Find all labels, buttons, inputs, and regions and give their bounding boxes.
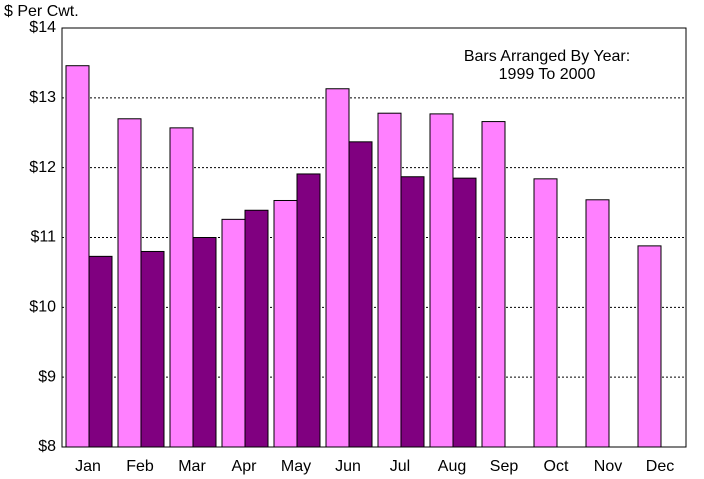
bar (140, 250, 165, 448)
x-tick-label: Aug (438, 458, 466, 475)
bar (273, 199, 298, 448)
x-tick-label: Nov (594, 458, 622, 475)
bar (296, 173, 321, 448)
bar (65, 65, 90, 448)
bar (481, 121, 506, 448)
bar (452, 177, 477, 448)
x-tick-label: May (281, 458, 311, 475)
y-tick-label: $9 (38, 368, 56, 385)
y-axis-label: $ Per Cwt. (4, 3, 79, 20)
bar (637, 245, 662, 448)
bar (400, 176, 425, 448)
x-tick-label: Jun (335, 458, 361, 475)
y-tick-label: $12 (29, 159, 56, 176)
bar (585, 199, 610, 448)
bar (533, 178, 558, 448)
annotation: Bars Arranged By Year: (464, 48, 630, 65)
bar (348, 141, 373, 448)
x-tick-label: Oct (544, 458, 569, 475)
bar (429, 113, 454, 448)
y-tick-label: $13 (29, 89, 56, 106)
x-tick-label: Mar (178, 458, 206, 475)
plot-border (61, 27, 687, 448)
bar (221, 218, 246, 448)
x-tick-label: Jul (390, 458, 410, 475)
bar (192, 237, 217, 448)
x-tick-label: Jan (75, 458, 101, 475)
bar (325, 88, 350, 448)
annotation: 1999 To 2000 (499, 66, 596, 83)
x-tick-label: Feb (126, 458, 154, 475)
x-tick-label: Apr (232, 458, 258, 475)
bar (169, 127, 194, 448)
bar (244, 209, 269, 448)
bar (117, 118, 142, 448)
y-tick-label: $11 (30, 229, 56, 246)
y-tick-label: $14 (29, 19, 56, 36)
y-tick-label: $8 (38, 438, 56, 455)
x-tick-label: Sep (490, 458, 519, 475)
bar (88, 255, 113, 448)
x-tick-label: Dec (646, 458, 674, 475)
y-tick-label: $10 (29, 299, 56, 316)
bar (377, 112, 402, 448)
